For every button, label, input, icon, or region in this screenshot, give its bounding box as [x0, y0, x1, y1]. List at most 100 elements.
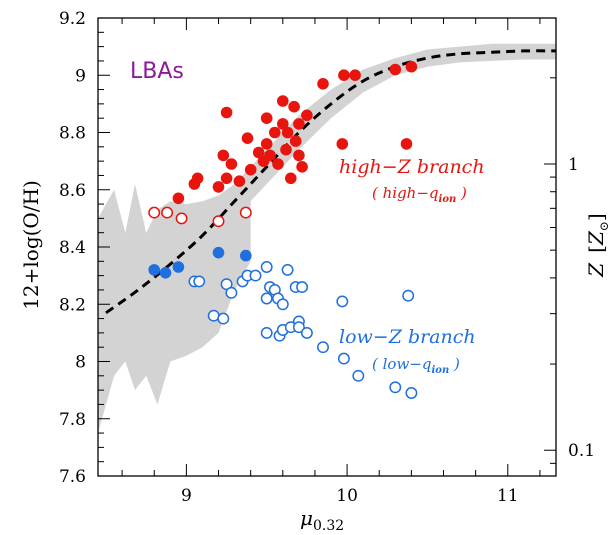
low-branch-sublabel: ( low−qion ) — [372, 355, 460, 376]
filled-point-low-4 — [240, 249, 252, 262]
x-tick-label: 9 — [181, 486, 192, 506]
filled-point-low-3 — [212, 246, 225, 259]
open-point-low-16 — [276, 298, 289, 311]
filled-point-low-0 — [148, 264, 160, 276]
filled-point-high-26 — [293, 149, 305, 162]
filled-point-high-10 — [244, 163, 257, 176]
filled-point-high-13 — [260, 112, 273, 124]
filled-point-high-34 — [400, 138, 413, 150]
filled-point-high-23 — [288, 100, 300, 113]
open-point-low-30 — [402, 289, 415, 302]
low-sub-open: ( low−q — [372, 355, 431, 373]
high-branch-sublabel: ( high−qion ) — [372, 184, 467, 205]
y-tick-label: 8.6 — [59, 181, 86, 201]
fit-layer — [105, 49, 556, 315]
filled-point-high-30 — [336, 138, 349, 150]
filled-point-high-21 — [281, 126, 294, 139]
filled-point-high-29 — [317, 78, 329, 90]
fit-curve — [105, 49, 556, 315]
filled-point-high-19 — [277, 118, 289, 130]
y-tick-label: 7.8 — [59, 410, 86, 430]
y-tick-label: 8.2 — [59, 295, 86, 315]
y-tick-label: 9 — [75, 66, 86, 86]
filled-point-high-3 — [212, 181, 225, 193]
filled-point-high-4 — [217, 149, 230, 162]
open-point-low-23 — [296, 281, 309, 294]
filled-point-high-7 — [225, 158, 238, 170]
y-tick-label: 8.8 — [59, 124, 86, 144]
x-tick-label: 10 — [336, 486, 358, 506]
filled-point-high-35 — [405, 60, 418, 73]
open-point-low-2 — [207, 309, 220, 322]
open-point-low-29 — [389, 381, 402, 394]
open-point-low-27 — [337, 352, 350, 365]
y-tick-label: 9.2 — [59, 9, 86, 29]
y2-tick-label: 1 — [568, 155, 579, 175]
bands-layer — [98, 43, 556, 434]
open-point-high-3 — [212, 215, 225, 228]
filled-point-high-0 — [172, 192, 185, 205]
labels-layer: LBAs high−Z branch ( high−qion ) low−Z b… — [19, 59, 611, 534]
x-axis-label: μ0.32 — [300, 506, 344, 534]
open-point-low-18 — [281, 263, 294, 276]
open-point-high-1 — [161, 206, 174, 219]
filled-point-high-2 — [191, 172, 204, 185]
filled-point-high-14 — [260, 138, 273, 150]
filled-point-high-27 — [296, 161, 308, 173]
y-tick-label: 7.6 — [59, 467, 86, 487]
open-point-low-31 — [405, 387, 418, 399]
filled-point-high-17 — [272, 158, 284, 170]
open-point-high-4 — [239, 206, 252, 219]
open-point-high-2 — [175, 212, 188, 225]
filled-point-high-33 — [389, 63, 402, 76]
y2-label-sun: ⊙ — [597, 221, 611, 231]
points-layer — [148, 60, 418, 399]
fit-band — [106, 43, 556, 328]
open-point-low-28 — [352, 369, 365, 382]
open-point-low-8 — [249, 269, 262, 282]
filled-point-high-18 — [277, 95, 289, 107]
filled-point-high-11 — [252, 146, 265, 159]
filled-point-high-16 — [269, 126, 281, 139]
open-point-low-11 — [260, 326, 273, 339]
open-point-low-26 — [336, 295, 349, 308]
open-point-low-25 — [317, 341, 329, 354]
open-point-high-0 — [148, 206, 161, 219]
lbas-label: LBAs — [130, 59, 184, 84]
y2-axis-label: Z[Z⊙] — [584, 213, 611, 278]
y2-label-z: Z — [584, 262, 608, 278]
axes-layer: 9 10 11 7.6 7.8 8 8.2 8.4 8.6 8.8 9 9.2 1 0.1 — [59, 9, 595, 506]
filled-point-high-8 — [233, 175, 246, 187]
filled-point-high-32 — [349, 69, 361, 81]
filled-point-high-15 — [264, 149, 276, 162]
x-axis-label-sub: 0.32 — [313, 518, 344, 534]
y-axis-label: 12+log(O/H) — [19, 180, 43, 310]
filled-point-low-1 — [159, 267, 172, 279]
y2-label-open: [ — [584, 245, 608, 253]
low-sub-sub: ion — [431, 365, 449, 376]
scatter-band — [98, 181, 251, 434]
low-sub-close: ) — [449, 355, 460, 373]
open-point-low-22 — [292, 321, 305, 334]
filled-point-high-25 — [293, 118, 305, 130]
low-branch-label: low−Z branch — [339, 326, 476, 348]
filled-point-high-6 — [220, 172, 233, 185]
filled-point-high-28 — [301, 109, 313, 122]
filled-point-high-5 — [220, 106, 233, 119]
high-sub-sub: ion — [439, 194, 457, 205]
open-point-low-24 — [300, 326, 313, 339]
open-point-low-1 — [193, 275, 206, 288]
filled-point-high-20 — [280, 143, 292, 156]
filled-point-high-9 — [241, 132, 254, 144]
filled-point-low-2 — [172, 261, 185, 273]
filled-point-high-24 — [289, 135, 302, 147]
x-axis-label-main: μ — [300, 506, 313, 530]
open-point-low-10 — [260, 292, 273, 305]
filled-point-high-22 — [285, 172, 297, 185]
open-point-low-5 — [225, 286, 238, 299]
x-tick-label: 11 — [497, 486, 519, 506]
y-tick-label: 8 — [75, 353, 86, 373]
filled-point-high-31 — [338, 69, 350, 81]
high-sub-close: ) — [456, 184, 467, 202]
